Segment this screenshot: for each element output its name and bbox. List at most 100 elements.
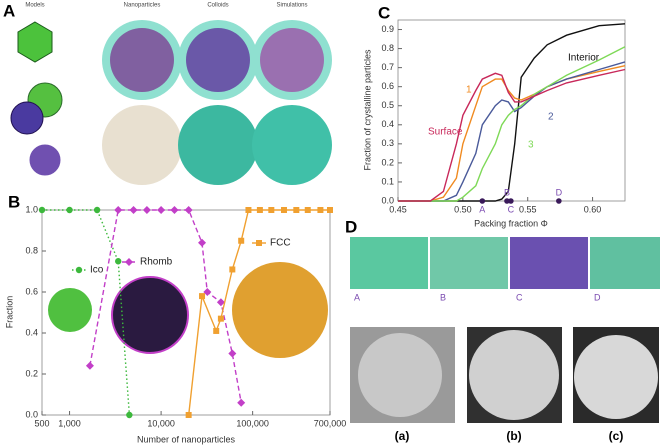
marker [38,206,46,214]
series-label: FCC [270,238,291,249]
y-tick-label: 0.0 [25,409,38,419]
y-tick-label: 0.4 [25,327,38,337]
point-label: B [504,187,510,197]
marker [228,349,237,358]
point-marker [479,198,486,204]
point-marker [504,198,510,204]
plot-frame [397,19,626,202]
x-tick-label: 0.50 [454,204,472,214]
column-header: Simulations [276,3,307,9]
y-tick-label: 0.6 [25,286,38,296]
x-tick-label: 0.45 [389,204,407,214]
marker [317,207,324,213]
series-line [398,46,626,202]
marker [238,237,245,244]
marker [170,206,179,214]
y-tick-label: 0.8 [25,245,38,255]
y-tick-label: 0.8 [381,43,394,53]
point-label: A [479,204,485,214]
y-tick-label: 0.1 [381,176,394,186]
y-tick-label: 0.5 [381,100,394,110]
marker [237,398,246,407]
x-tick-label: 0.60 [584,204,602,214]
marker [293,207,300,213]
marker [185,412,192,418]
panel-label: A [3,1,15,20]
marker [280,207,287,213]
y-tick-label: 0.9 [381,24,394,34]
marker [256,207,263,213]
marker [85,361,94,370]
marker [304,207,311,213]
y-tick-label: 0.6 [381,81,394,91]
x-tick-label: 10,000 [147,418,175,428]
y-axis-label: Fraction [4,296,14,329]
marker [327,207,333,213]
y-tick-label: 0.3 [381,138,394,148]
sim-label: D [594,292,601,302]
legend-marker [75,266,83,274]
sim-label: A [354,292,360,302]
y-tick-label: 0.2 [381,157,394,167]
marker [66,206,73,214]
x-tick-label: 1,000 [58,418,81,428]
y-tick-label: 0.0 [381,195,394,205]
column-header: Colloids [207,3,228,9]
y-tick-label: 0.4 [381,119,394,129]
sim-label: C [516,292,523,302]
point-label: C [508,204,515,214]
marker [199,293,206,300]
panel-label: B [8,192,20,211]
series-label: 3 [528,140,534,151]
x-tick-label: 500 [34,418,49,428]
panel-label: C [378,3,390,22]
series-line [398,68,626,202]
series-label: Rhomb [140,257,173,268]
point-label: D [556,187,563,197]
legend-marker [256,240,262,246]
marker [213,327,220,334]
column-header: Models [25,3,44,9]
sem-label: (c) [609,429,624,443]
x-axis-label: Number of nanoparticles [137,434,236,444]
legend-marker [125,258,133,266]
series-label: 1 [466,85,472,96]
x-tick-label: 700,000 [314,418,347,428]
marker [157,206,166,214]
panel-d-images [350,237,660,423]
panel-a-images [10,20,332,185]
marker [126,411,133,419]
x-axis-label: Packing fraction Φ [474,218,548,228]
marker [229,266,236,273]
sim-label: B [440,292,446,302]
series-label: 2 [548,112,554,123]
marker [184,206,193,214]
panel-b-images [48,262,328,358]
column-header: Nanoparticles [124,3,161,9]
marker [114,206,123,214]
series-label: Ico [90,265,104,276]
marker [142,206,151,214]
marker [93,206,101,214]
series-line [398,61,626,202]
marker [129,206,138,214]
marker [245,207,252,213]
sem-label: (a) [395,429,410,443]
y-axis-label: Fraction of crystalline particles [362,49,372,171]
marker [115,258,122,265]
panel-label: D [345,217,357,236]
marker [216,298,225,307]
x-tick-label: 100,000 [236,418,269,428]
series-label: Surface [428,127,463,138]
sem-label: (b) [506,429,521,443]
y-tick-label: 0.2 [25,368,38,378]
marker [217,315,224,322]
marker [203,288,212,296]
point-marker [508,198,514,204]
x-tick-label: 0.55 [519,204,537,214]
series-label: Interior [568,53,600,64]
y-tick-label: 1.0 [25,204,38,214]
point-marker [556,198,562,204]
